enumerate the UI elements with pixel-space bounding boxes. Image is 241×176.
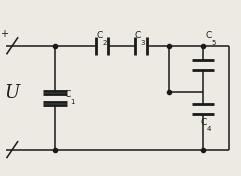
Text: 2: 2 xyxy=(102,40,107,46)
Text: 5: 5 xyxy=(211,40,215,46)
Text: 3: 3 xyxy=(141,40,145,46)
Text: C: C xyxy=(201,118,207,127)
Text: 4: 4 xyxy=(206,126,211,132)
Text: +: + xyxy=(0,29,8,39)
Text: C: C xyxy=(96,32,103,40)
Text: C: C xyxy=(64,90,70,99)
Text: C: C xyxy=(205,32,211,40)
Text: U: U xyxy=(4,84,19,102)
Text: 1: 1 xyxy=(70,99,75,105)
Text: C: C xyxy=(135,32,141,40)
